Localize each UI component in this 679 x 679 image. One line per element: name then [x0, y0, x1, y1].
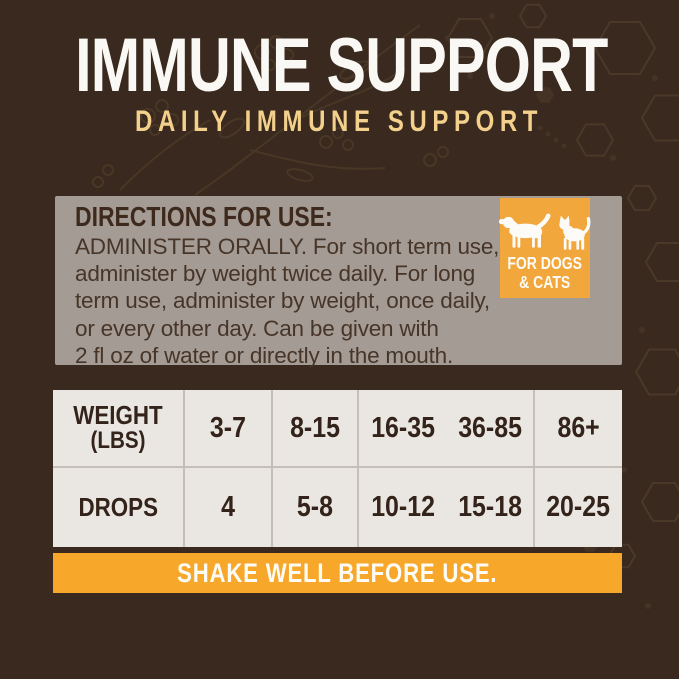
directions-line: administer by weight twice daily. For lo…: [75, 261, 476, 287]
weight-range-cell: 3-7: [185, 390, 273, 468]
page-title-text: IMMUNE SUPPORT: [75, 23, 608, 108]
dog-icon: [499, 213, 551, 248]
weight-unit-label: (LBS): [90, 427, 146, 454]
directions-line: 2 fl oz of water or directly in the mout…: [75, 342, 454, 368]
weight-value: 16-35: [371, 411, 435, 444]
drops-header-cell: DROPS: [53, 468, 185, 547]
badge-label-line2: & CATS: [519, 271, 571, 292]
cat-icon: [559, 215, 591, 250]
drops-value-cell: 5-8: [273, 468, 359, 547]
weight-range-cell: 8-15: [273, 390, 359, 468]
drops-label: DROPS: [78, 492, 158, 522]
weight-label: WEIGHT: [73, 400, 163, 430]
drops-value-cell: 10-12: [359, 468, 447, 547]
drops-value: 4: [221, 491, 235, 523]
drops-value-cell: 4: [185, 468, 273, 547]
weight-value: 3-7: [209, 411, 247, 444]
drops-value: 10-12: [371, 491, 435, 523]
directions-line: ADMINISTER ORALLY. For short term use,: [75, 234, 500, 259]
weight-range-cell: 86+: [535, 390, 622, 468]
drops-value-cell: 15-18: [447, 468, 535, 547]
directions-line: term use, administer by weight, once dai…: [75, 288, 490, 314]
page-title: IMMUNE SUPPORT: [0, 28, 679, 104]
weight-header-cell: WEIGHT (LBS): [53, 390, 185, 468]
page-subtitle: DAILY IMMUNE SUPPORT: [0, 106, 679, 138]
weight-range-cell: 36-85: [447, 390, 535, 468]
weight-value: 36-85: [458, 411, 522, 444]
weight-value: 86+: [557, 411, 600, 444]
weight-value: 8-15: [290, 411, 340, 444]
badge-label-line1: FOR DOGS: [507, 253, 583, 273]
shake-well-text: SHAKE WELL BEFORE USE.: [177, 557, 498, 588]
badge-icons: [499, 207, 591, 251]
dosage-table: WEIGHT (LBS) 3-7 8-15 16-35 36-85 86+ DR…: [53, 390, 622, 547]
directions-body: ADMINISTER ORALLY. For short term use, a…: [75, 233, 499, 369]
directions-panel: DIRECTIONS FOR USE: ADMINISTER ORALLY. F…: [55, 196, 622, 368]
drops-value-cell: 20-25: [535, 468, 622, 547]
drops-value: 5-8: [296, 491, 334, 523]
badge-label: FOR DOGS & CATS: [508, 254, 583, 291]
for-dogs-and-cats-badge: FOR DOGS & CATS: [499, 198, 591, 298]
weight-range-cell: 16-35: [359, 390, 447, 468]
directions-line: or every other day. Can be given with: [75, 315, 439, 341]
drops-value: 20-25: [546, 491, 611, 523]
shake-well-banner: SHAKE WELL BEFORE USE.: [53, 553, 622, 593]
drops-value: 15-18: [458, 491, 522, 523]
directions-heading: DIRECTIONS FOR USE:: [75, 201, 333, 232]
page-subtitle-text: DAILY IMMUNE SUPPORT: [135, 105, 544, 138]
